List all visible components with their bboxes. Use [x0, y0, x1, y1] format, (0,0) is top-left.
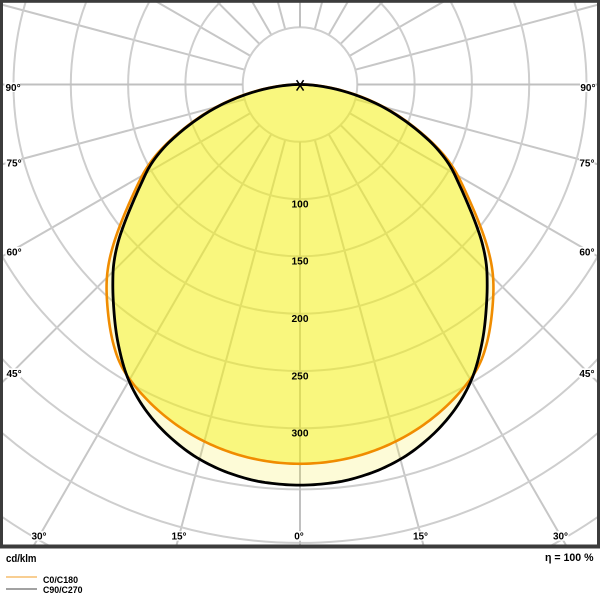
svg-text:60°: 60°	[579, 248, 594, 259]
svg-text:45°: 45°	[579, 369, 594, 380]
svg-text:C90/C270: C90/C270	[43, 585, 83, 596]
svg-text:30°: 30°	[553, 532, 568, 543]
svg-text:150: 150	[292, 257, 309, 268]
svg-text:100: 100	[292, 199, 309, 210]
svg-text:15°: 15°	[413, 532, 428, 543]
svg-text:250: 250	[292, 371, 309, 382]
svg-text:cd/klm: cd/klm	[6, 553, 37, 565]
svg-text:45°: 45°	[7, 369, 22, 380]
svg-text:30°: 30°	[31, 532, 46, 543]
svg-text:75°: 75°	[7, 159, 22, 170]
svg-text:75°: 75°	[579, 159, 594, 170]
svg-text:90°: 90°	[580, 83, 595, 94]
svg-text:15°: 15°	[171, 532, 186, 543]
svg-text:60°: 60°	[7, 248, 22, 259]
svg-text:90°: 90°	[6, 83, 21, 94]
svg-text:300: 300	[292, 429, 309, 440]
svg-text:200: 200	[292, 314, 309, 325]
svg-text:C0/C180: C0/C180	[43, 575, 78, 586]
svg-text:η = 100 %: η = 100 %	[545, 552, 594, 564]
svg-text:0°: 0°	[294, 532, 304, 543]
